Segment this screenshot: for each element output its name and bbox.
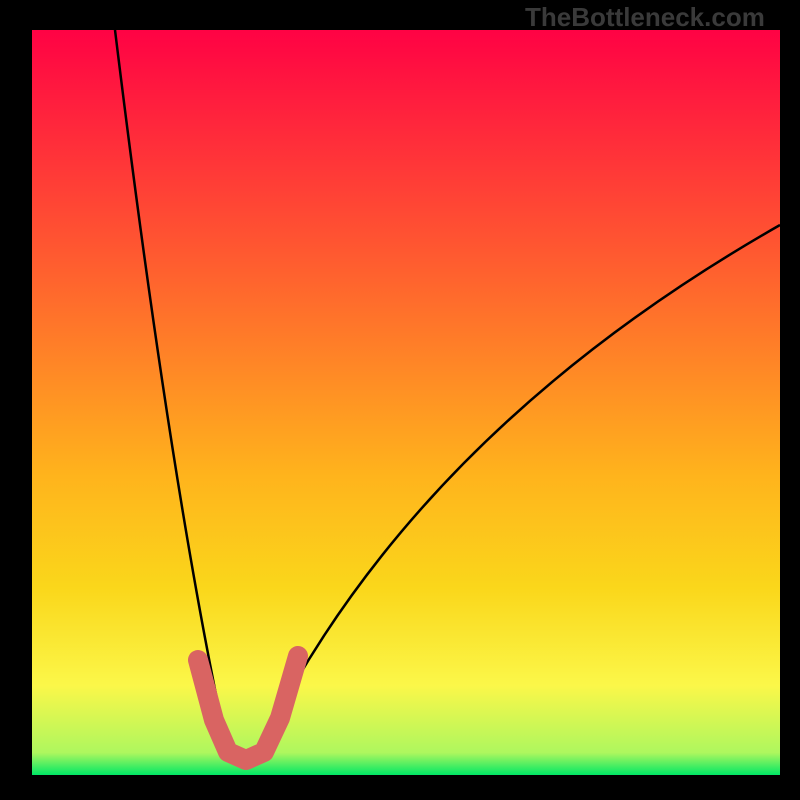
bottleneck-curve <box>115 30 780 760</box>
valley-marker <box>198 656 298 760</box>
chart-svg <box>0 0 800 800</box>
